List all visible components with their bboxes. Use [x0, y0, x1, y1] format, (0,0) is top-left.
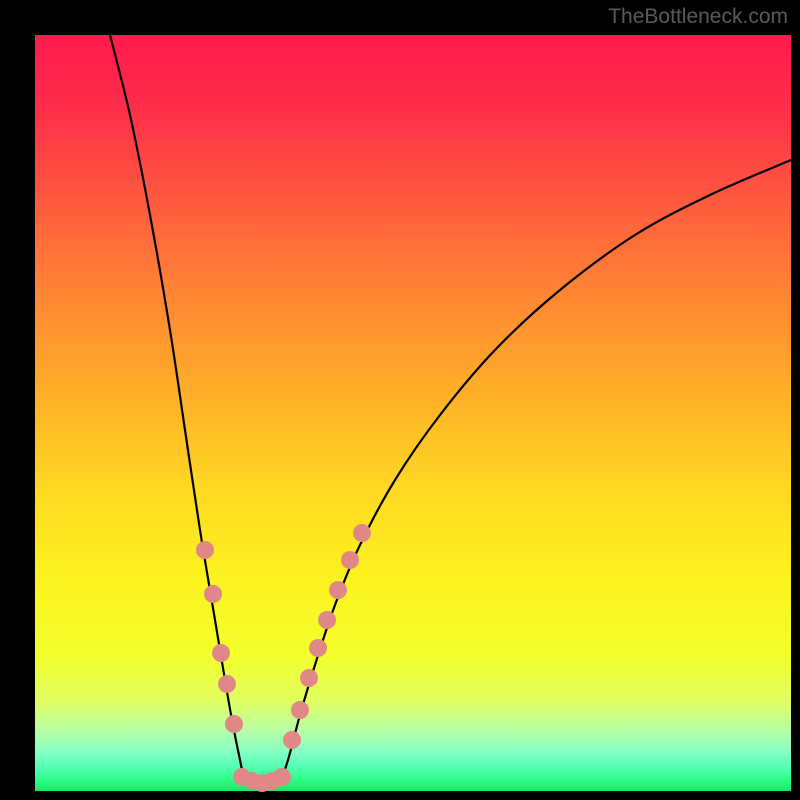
plot-background — [35, 35, 791, 791]
marker-dot — [291, 701, 309, 719]
marker-dot — [353, 524, 371, 542]
marker-dot — [225, 715, 243, 733]
marker-dot — [273, 768, 291, 786]
marker-dot — [309, 639, 327, 657]
chart-container: TheBottleneck.com — [0, 0, 800, 800]
marker-dot — [196, 541, 214, 559]
marker-dot — [329, 581, 347, 599]
marker-dot — [204, 585, 222, 603]
marker-dot — [283, 731, 301, 749]
marker-dot — [341, 551, 359, 569]
marker-dot — [218, 675, 236, 693]
marker-dot — [212, 644, 230, 662]
marker-dot — [318, 611, 336, 629]
marker-dot — [300, 669, 318, 687]
chart-svg — [0, 0, 800, 800]
